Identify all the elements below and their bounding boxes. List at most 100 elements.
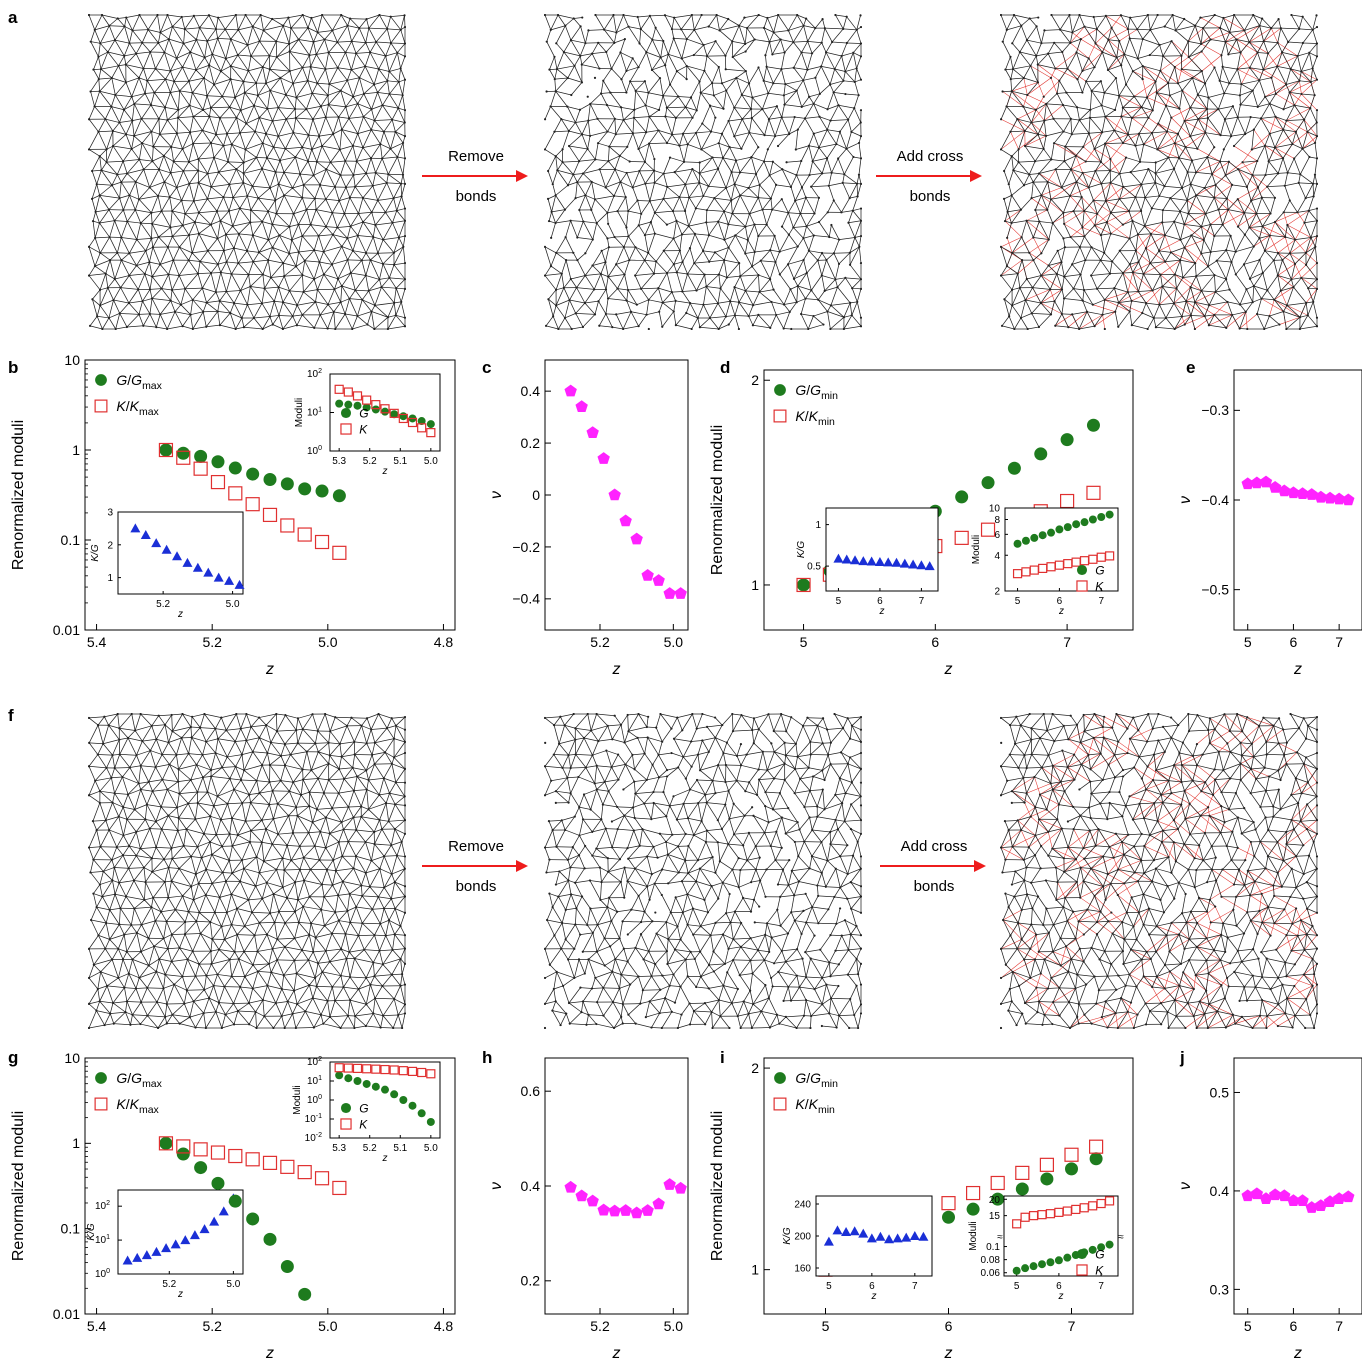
square-point [1105, 551, 1115, 561]
panel-label-g: g [8, 1048, 19, 1067]
legend-entry: K/Kmin [795, 408, 835, 428]
pentagon-point [630, 532, 643, 545]
network-original-f [88, 713, 406, 1029]
square-point [262, 1155, 278, 1170]
circle-point [417, 1109, 426, 1118]
x-tick-label: 5 [1244, 634, 1252, 650]
y-tick-label: 0.2 [521, 435, 541, 451]
circle-point [1046, 1258, 1055, 1267]
x-tick-label: 5.0 [318, 1318, 338, 1334]
y-axis-label: Renormalized moduli [709, 1111, 726, 1261]
triangle-point [203, 567, 214, 577]
square-point [210, 474, 226, 490]
circle-point [315, 484, 329, 498]
circle-point [298, 482, 312, 496]
y-tick-label: 0.2 [521, 1273, 541, 1289]
triangle-point [916, 560, 927, 570]
triangle-point [884, 1234, 895, 1244]
x-axis-label: z [871, 1291, 877, 1302]
panel-label-d: d [720, 358, 731, 377]
arrow-head [974, 860, 986, 872]
x-tick-label: 7 [1335, 1318, 1343, 1334]
y-tick-label: 0.01 [53, 1306, 80, 1322]
legend-marker [95, 1072, 107, 1084]
triangle-point [823, 1236, 834, 1246]
legend-entry: K [1095, 579, 1104, 593]
square-point [193, 461, 208, 476]
pentagon-point [1342, 1190, 1355, 1203]
circle-point [1034, 447, 1048, 461]
x-tick-label: 5 [1244, 1318, 1252, 1334]
square-point [389, 1065, 399, 1075]
x-tick-label: 5.3 [332, 1143, 346, 1154]
y-tick-label: 8 [994, 515, 1000, 526]
triangle-point [189, 1230, 200, 1240]
circle-point [159, 1136, 173, 1150]
circle-point [176, 446, 190, 460]
triangle-point [833, 553, 844, 563]
circle-point [426, 420, 435, 429]
circle-point [211, 455, 225, 469]
triangle-point [892, 1233, 903, 1243]
y-axis-label: ν [1177, 496, 1194, 504]
circle-point [263, 473, 277, 487]
pentagon-point [586, 1194, 599, 1207]
circle-point [381, 1085, 389, 1094]
legend-marker [774, 1072, 786, 1084]
y-tick-label: 0.08 [981, 1255, 1001, 1266]
axis-break-mark: ≈ [997, 1232, 1003, 1243]
square-point [332, 545, 347, 560]
circle-point [353, 1077, 362, 1085]
arrow-head [516, 170, 528, 182]
panel-label-f: f [8, 706, 14, 725]
pentagon-point [641, 568, 654, 581]
circle-point [408, 1101, 417, 1110]
circle-point [1105, 510, 1114, 519]
x-axis-label: z [1058, 606, 1064, 617]
circle-point [381, 407, 389, 416]
circle-point [1040, 1172, 1054, 1186]
arrow-label-top: Add cross [900, 838, 968, 855]
y-axis-label: K/G [782, 1227, 793, 1244]
x-axis-label: z [612, 1345, 621, 1362]
circle-point [246, 467, 260, 481]
circle-point [1007, 461, 1021, 475]
square-point [380, 404, 390, 414]
pentagon-point [597, 452, 610, 464]
arrow-shaft [422, 865, 518, 867]
circle-point [426, 1117, 435, 1126]
x-tick-label: 7 [1098, 596, 1104, 607]
circle-point [371, 405, 380, 414]
triangle-point [849, 1226, 860, 1236]
y-tick-label: 0.01 [53, 622, 80, 638]
y-tick-label: 0.3 [1210, 1281, 1230, 1297]
triangle-point [122, 1255, 133, 1265]
y-tick-label: 0.5 [1210, 1084, 1230, 1100]
plot-frame [1233, 1057, 1362, 1315]
square-point [796, 577, 811, 593]
network-pruned-f [544, 713, 862, 1029]
pentagon-point [1296, 487, 1309, 499]
pentagon-point [1332, 492, 1346, 505]
pentagon-point [564, 1180, 577, 1193]
triangle-point [901, 1232, 912, 1242]
circle-point [1089, 1152, 1103, 1166]
x-tick-label: 6 [1290, 1318, 1298, 1334]
pentagon-point [575, 400, 588, 412]
square-point [389, 408, 399, 418]
circle-point [1055, 525, 1064, 534]
circle-point [1021, 536, 1030, 545]
square-point [362, 395, 372, 405]
circle-point [1105, 1240, 1114, 1249]
circle-point [298, 1287, 312, 1301]
triangle-point [161, 1243, 172, 1253]
x-axis-label: z [177, 609, 183, 620]
pentagon-point [597, 1203, 610, 1216]
circle-point [1012, 1266, 1021, 1275]
pentagon-point [674, 1181, 687, 1194]
y-tick-label: 15 [989, 1211, 1001, 1222]
arrow-label-bottom: bonds [909, 188, 951, 205]
circle-point [1088, 515, 1097, 524]
pentagon-point [1342, 493, 1355, 506]
square-point [245, 1152, 260, 1167]
